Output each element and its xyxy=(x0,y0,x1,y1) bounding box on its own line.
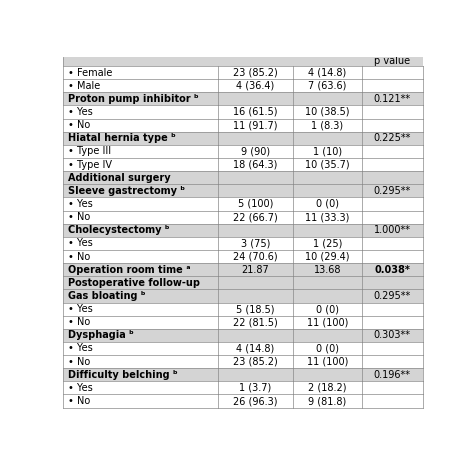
Text: 23 (85.2): 23 (85.2) xyxy=(233,356,278,366)
Text: 1 (25): 1 (25) xyxy=(313,238,342,248)
Text: 11 (33.3): 11 (33.3) xyxy=(305,212,350,222)
Bar xyxy=(63,105,423,118)
Bar xyxy=(63,224,423,237)
Text: 9 (81.8): 9 (81.8) xyxy=(309,396,346,406)
Bar xyxy=(63,79,423,92)
Bar xyxy=(63,132,423,145)
Bar xyxy=(63,289,423,302)
Text: 16 (61.5): 16 (61.5) xyxy=(233,107,278,117)
Text: 1.000**: 1.000** xyxy=(374,225,411,235)
Text: 4 (14.8): 4 (14.8) xyxy=(309,68,346,78)
Text: Postoperative follow-up: Postoperative follow-up xyxy=(68,278,201,288)
Text: • No: • No xyxy=(68,252,91,262)
Text: 10 (29.4): 10 (29.4) xyxy=(305,252,350,262)
Text: • Yes: • Yes xyxy=(68,107,93,117)
Text: 0 (0): 0 (0) xyxy=(316,199,339,209)
Text: • No: • No xyxy=(68,317,91,327)
Text: 7 (63.6): 7 (63.6) xyxy=(309,81,346,91)
Bar xyxy=(63,329,423,342)
Text: 21.87: 21.87 xyxy=(242,264,269,274)
Bar xyxy=(63,171,423,184)
Text: 22 (81.5): 22 (81.5) xyxy=(233,317,278,327)
Text: 0.038*: 0.038* xyxy=(374,264,410,274)
Bar xyxy=(63,210,423,224)
Bar xyxy=(63,118,423,132)
Text: 3 (75): 3 (75) xyxy=(241,238,270,248)
Text: • No: • No xyxy=(68,396,91,406)
Text: • No: • No xyxy=(68,212,91,222)
Bar xyxy=(63,237,423,250)
Text: 4 (14.8): 4 (14.8) xyxy=(237,344,274,354)
Bar xyxy=(63,276,423,289)
Text: 4 (36.4): 4 (36.4) xyxy=(237,81,274,91)
Text: 5 (18.5): 5 (18.5) xyxy=(236,304,275,314)
Bar xyxy=(63,382,423,394)
Text: 13.68: 13.68 xyxy=(314,264,341,274)
Bar xyxy=(63,250,423,263)
Text: 1 (10): 1 (10) xyxy=(313,146,342,156)
Bar xyxy=(63,184,423,197)
Text: 11 (100): 11 (100) xyxy=(307,356,348,366)
Text: • No: • No xyxy=(68,120,91,130)
Bar xyxy=(63,263,423,276)
Text: Operation room time ᵃ: Operation room time ᵃ xyxy=(68,264,191,274)
Text: 5 (100): 5 (100) xyxy=(238,199,273,209)
Bar xyxy=(63,316,423,329)
Text: Proton pump inhibitor ᵇ: Proton pump inhibitor ᵇ xyxy=(68,94,199,104)
Text: 2 (18.2): 2 (18.2) xyxy=(308,383,347,393)
Text: Additional surgery: Additional surgery xyxy=(68,173,171,182)
Text: 0.295**: 0.295** xyxy=(374,291,411,301)
Text: • Female: • Female xyxy=(68,68,113,78)
Text: 10 (38.5): 10 (38.5) xyxy=(305,107,350,117)
Text: Sleeve gastrectomy ᵇ: Sleeve gastrectomy ᵇ xyxy=(68,186,185,196)
Bar xyxy=(63,355,423,368)
Text: Dysphagia ᵇ: Dysphagia ᵇ xyxy=(68,330,134,340)
Text: p value: p value xyxy=(374,56,410,66)
Bar xyxy=(63,92,423,105)
Text: 0.121**: 0.121** xyxy=(374,94,411,104)
Text: 11 (91.7): 11 (91.7) xyxy=(233,120,278,130)
Text: • Yes: • Yes xyxy=(68,304,93,314)
Text: 22 (66.7): 22 (66.7) xyxy=(233,212,278,222)
Text: 0.225**: 0.225** xyxy=(374,133,411,143)
Text: 0 (0): 0 (0) xyxy=(316,304,339,314)
Text: Difficulty belching ᵇ: Difficulty belching ᵇ xyxy=(68,370,178,380)
Text: 9 (90): 9 (90) xyxy=(241,146,270,156)
Text: 0 (0): 0 (0) xyxy=(316,344,339,354)
Bar xyxy=(63,368,423,382)
Text: 23 (85.2): 23 (85.2) xyxy=(233,68,278,78)
Text: 24 (70.6): 24 (70.6) xyxy=(233,252,278,262)
Text: 0.196**: 0.196** xyxy=(374,370,411,380)
Bar xyxy=(63,66,423,79)
Bar xyxy=(63,57,423,66)
Text: 18 (64.3): 18 (64.3) xyxy=(233,160,278,170)
Text: 0.303**: 0.303** xyxy=(374,330,411,340)
Text: 0.295**: 0.295** xyxy=(374,186,411,196)
Text: 1 (3.7): 1 (3.7) xyxy=(239,383,272,393)
Bar xyxy=(63,302,423,316)
Text: • Yes: • Yes xyxy=(68,238,93,248)
Text: Cholecystectomy ᵇ: Cholecystectomy ᵇ xyxy=(68,225,170,235)
Text: 11 (100): 11 (100) xyxy=(307,317,348,327)
Text: Hiatal hernia type ᵇ: Hiatal hernia type ᵇ xyxy=(68,133,176,143)
Text: • Type IV: • Type IV xyxy=(68,160,112,170)
Bar xyxy=(63,197,423,210)
Bar xyxy=(63,342,423,355)
Bar xyxy=(63,145,423,158)
Text: • Type III: • Type III xyxy=(68,146,111,156)
Text: • Yes: • Yes xyxy=(68,344,93,354)
Bar xyxy=(63,394,423,408)
Text: • No: • No xyxy=(68,356,91,366)
Text: Gas bloating ᵇ: Gas bloating ᵇ xyxy=(68,291,146,301)
Bar xyxy=(63,158,423,171)
Text: • Yes: • Yes xyxy=(68,383,93,393)
Text: • Yes: • Yes xyxy=(68,199,93,209)
Text: 10 (35.7): 10 (35.7) xyxy=(305,160,350,170)
Text: 26 (96.3): 26 (96.3) xyxy=(233,396,278,406)
Text: • Male: • Male xyxy=(68,81,100,91)
Text: 1 (8.3): 1 (8.3) xyxy=(311,120,344,130)
